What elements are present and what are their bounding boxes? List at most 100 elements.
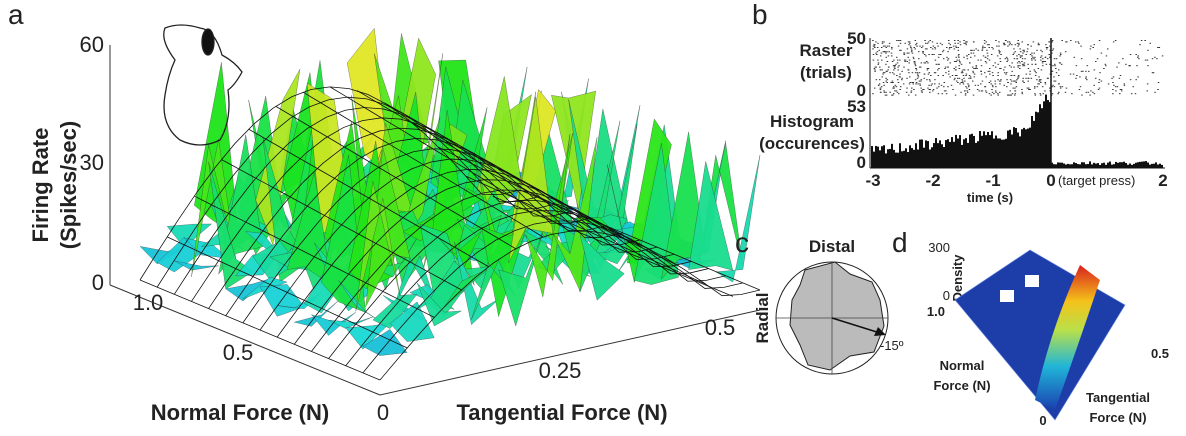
spike — [1054, 65, 1056, 67]
spike — [998, 41, 1000, 43]
spike — [1027, 77, 1030, 79]
spike — [1094, 77, 1097, 79]
spike — [1031, 59, 1033, 61]
spike — [872, 59, 875, 61]
spike — [957, 49, 960, 51]
spike — [923, 73, 926, 75]
spike — [936, 69, 939, 71]
spike — [1060, 63, 1063, 65]
spike — [1161, 55, 1164, 57]
hist-bar — [981, 135, 983, 168]
spike — [1010, 94, 1012, 96]
spike — [1106, 48, 1109, 50]
spike — [1086, 65, 1089, 67]
spike — [880, 52, 883, 54]
surface — [139, 27, 761, 356]
spike — [1036, 49, 1038, 51]
spike — [1044, 82, 1047, 83]
spike — [991, 47, 993, 48]
spike — [872, 54, 875, 55]
panel-letter: d — [892, 227, 908, 258]
mesh-line — [438, 146, 679, 267]
spike — [997, 79, 999, 81]
spike — [1046, 47, 1048, 48]
surface-patch — [174, 260, 219, 271]
spike — [1114, 40, 1117, 41]
spike — [986, 58, 989, 60]
hist-bar — [1145, 161, 1147, 168]
spike — [1064, 51, 1067, 53]
spike — [1040, 82, 1042, 83]
spike — [997, 63, 999, 65]
spike — [1051, 52, 1053, 54]
spike — [1100, 52, 1103, 54]
spike — [1017, 75, 1020, 76]
spike — [1065, 87, 1068, 89]
hist-bar — [909, 145, 911, 168]
spike — [1096, 58, 1099, 60]
spike — [1051, 86, 1053, 88]
spike — [1033, 69, 1036, 71]
spike — [915, 68, 917, 69]
spike — [1022, 52, 1024, 54]
spike — [943, 82, 946, 83]
raster-tick: 50 — [847, 29, 866, 48]
spike — [953, 61, 956, 62]
spike — [990, 54, 993, 55]
spike — [904, 42, 907, 44]
hist-bar — [1069, 164, 1071, 168]
tangential-tick: 0 — [377, 400, 389, 425]
spike — [898, 65, 900, 67]
spike — [1027, 68, 1030, 69]
spike — [1120, 90, 1123, 92]
spike — [985, 62, 988, 64]
hist-bar — [1085, 164, 1087, 168]
spike — [968, 77, 970, 79]
spike — [1023, 65, 1026, 67]
spike — [1092, 91, 1094, 93]
spike — [878, 79, 881, 81]
spike — [909, 76, 911, 78]
time-tick: -3 — [865, 171, 880, 190]
spike — [1038, 79, 1041, 81]
spike — [1059, 55, 1061, 57]
spike — [896, 59, 899, 61]
spike — [927, 68, 930, 69]
spike — [958, 56, 960, 58]
spike — [1135, 54, 1137, 55]
spike — [965, 44, 968, 46]
spike — [1113, 84, 1115, 86]
spike — [904, 61, 906, 62]
hist-bar — [905, 148, 907, 168]
normal-label: Normal — [940, 358, 985, 373]
hist-bar — [1007, 130, 1009, 168]
hist-bar — [899, 143, 901, 168]
spike — [1087, 91, 1090, 93]
hist-bar — [1055, 164, 1057, 168]
spike — [981, 48, 984, 50]
spike — [956, 77, 959, 79]
spike — [910, 48, 913, 50]
hist-bar — [907, 152, 909, 168]
spike — [963, 56, 965, 58]
spike — [884, 94, 887, 96]
spike — [996, 55, 999, 57]
mesh-line — [492, 196, 734, 297]
spike — [1089, 48, 1092, 50]
spike — [891, 72, 894, 74]
spike — [892, 87, 894, 89]
spike — [1045, 44, 1047, 46]
spike — [1071, 93, 1073, 95]
spike — [947, 40, 950, 41]
spike — [936, 87, 938, 89]
spike — [1093, 44, 1095, 46]
hist-bar — [1137, 162, 1139, 168]
hist-bar — [935, 138, 937, 168]
spike — [999, 83, 1001, 85]
spike — [877, 84, 880, 86]
spike — [991, 84, 994, 86]
spike — [881, 69, 883, 71]
spike — [878, 49, 881, 51]
spike — [1125, 63, 1127, 65]
spike — [940, 84, 943, 86]
